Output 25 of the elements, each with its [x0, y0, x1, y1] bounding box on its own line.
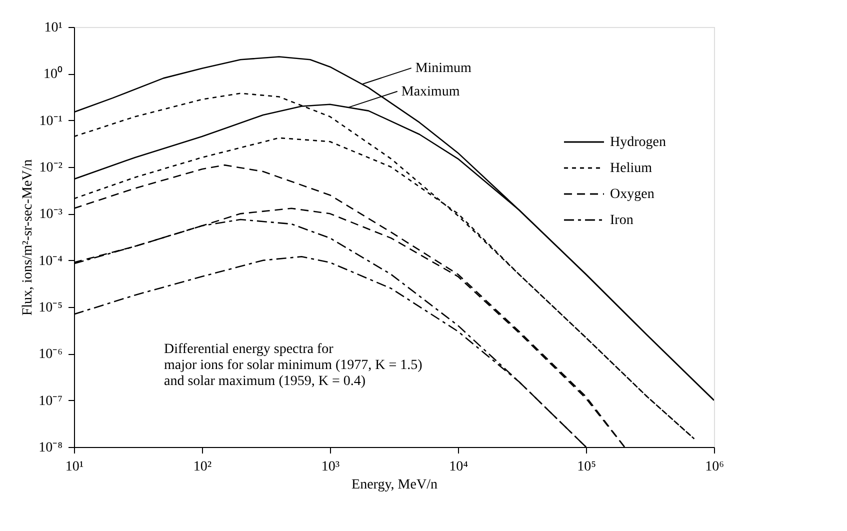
y-tick-label: 10⁰ — [44, 66, 62, 82]
y-tick-label: 10⁻⁴ — [38, 254, 63, 269]
x-tick-label: 10² — [193, 460, 212, 474]
y-tick-label: 10⁻⁵ — [38, 300, 63, 316]
x-tick-label: 10⁵ — [577, 460, 596, 474]
y-tick-label: 10⁻⁶ — [38, 347, 63, 362]
legend-label: Hydrogen — [610, 135, 666, 150]
annotation: Minimum — [415, 61, 472, 76]
y-tick-label: 10⁻¹ — [39, 114, 62, 129]
annotation: Maximum — [401, 84, 460, 100]
y-tick-label: 10⁻² — [39, 160, 62, 176]
x-tick-label: 10³ — [321, 460, 340, 474]
y-tick-label: 10¹ — [44, 20, 62, 36]
annotation: Differential energy spectra for major ions for solar minimum (1977, K = 1.5) and solar maximum (1959, K = 0.4) — [164, 342, 423, 389]
x-tick-label: 10¹ — [65, 460, 84, 474]
y-tick-label: 10⁻⁸ — [38, 440, 63, 456]
y-tick-label: 10⁻³ — [39, 207, 62, 222]
x-axis-title: Energy, MeV/n — [352, 478, 438, 492]
x-tick-label: 10⁶ — [705, 460, 724, 474]
legend-label: Helium — [610, 161, 652, 176]
legend-label: Iron — [610, 213, 634, 228]
legend-label: Oxygen — [610, 187, 654, 202]
x-tick-label: 10⁴ — [449, 460, 468, 474]
y-tick-label: 10⁻⁷ — [38, 394, 63, 409]
y-axis-title: Flux, ions/m²-sr-sec-MeV/n — [20, 159, 36, 316]
